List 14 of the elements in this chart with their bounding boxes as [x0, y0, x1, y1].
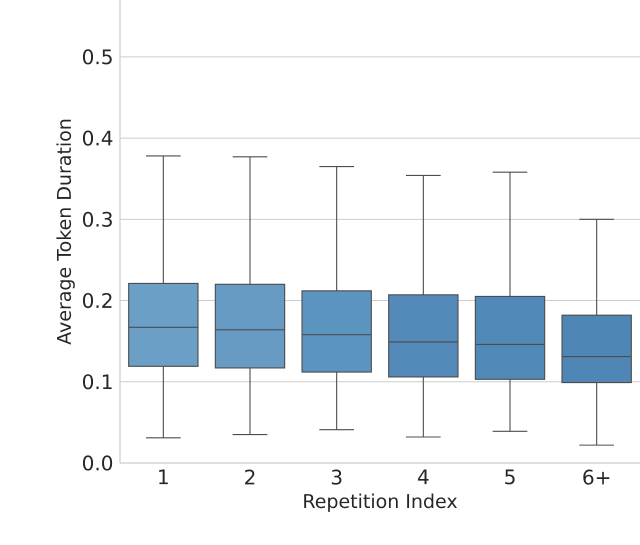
y-tick-label: 0.5 [82, 49, 112, 64]
x-tick-label: 1 [159, 470, 168, 484]
y-tick-label: 0.1 [82, 374, 112, 390]
y-tick-label: 0.2 [82, 292, 112, 308]
x-tick-label: 6+ [583, 470, 610, 485]
y-tick-label: 0.4 [82, 130, 112, 146]
x-tick-label: 5 [505, 470, 515, 484]
x-tick-label: 4 [418, 470, 429, 484]
y-tick-label: 0.3 [82, 212, 112, 227]
y-axis-title: Average Token Duration [56, 120, 75, 345]
x-tick-label: 3 [332, 470, 342, 485]
y-tick-label: 0.0 [82, 455, 112, 471]
x-axis-title: Repetition Index [304, 494, 458, 512]
x-tick-label: 2 [245, 470, 254, 484]
